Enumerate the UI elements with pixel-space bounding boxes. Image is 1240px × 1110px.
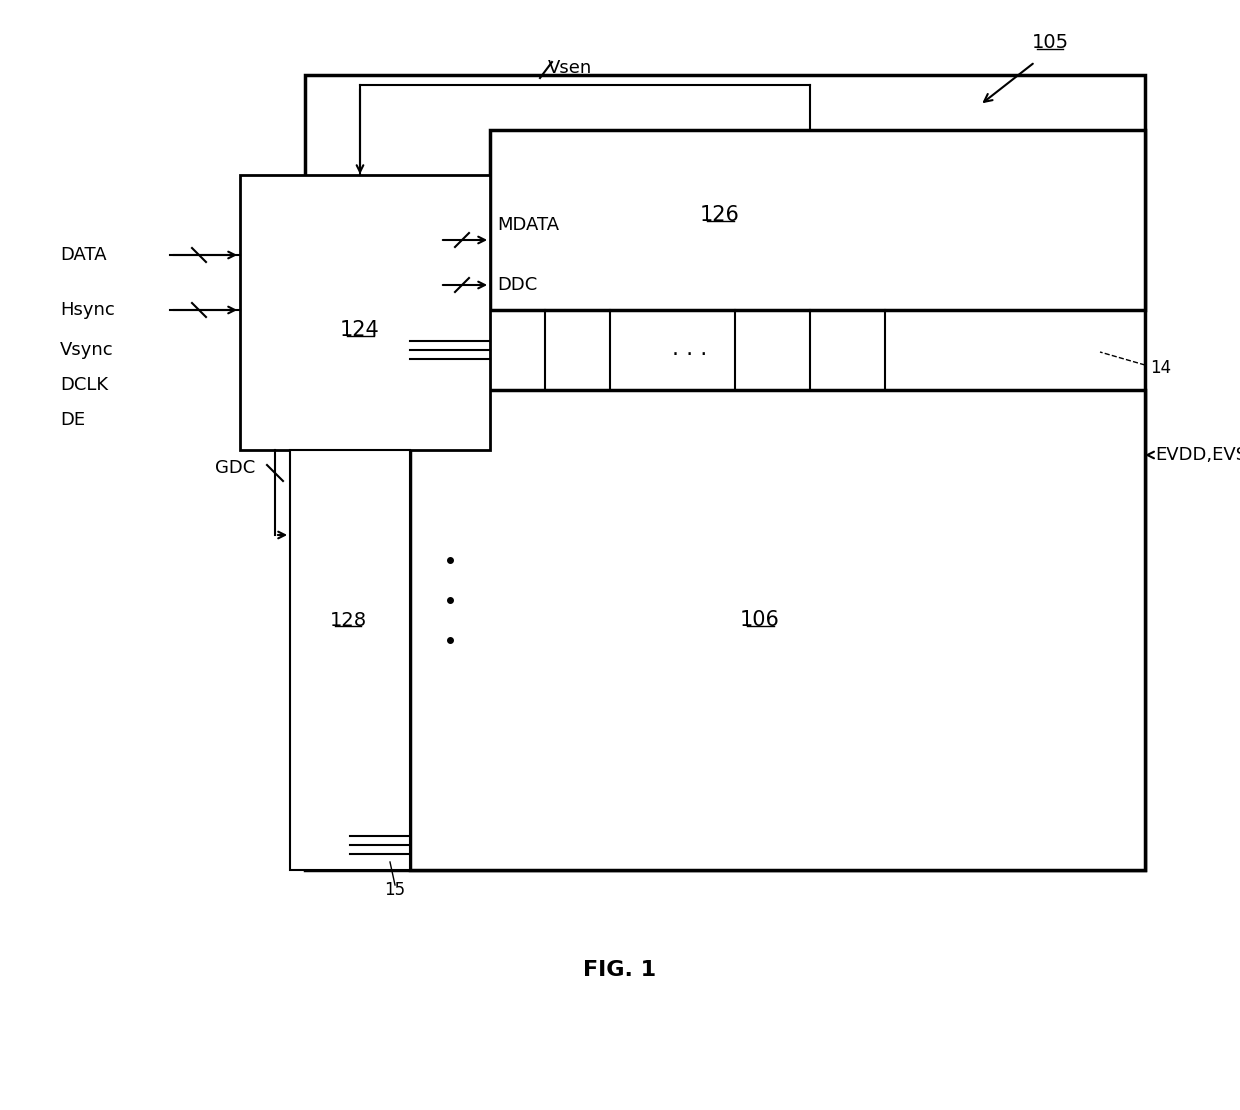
Text: 124: 124 (340, 320, 379, 340)
Text: DE: DE (60, 411, 86, 428)
Text: Vsen: Vsen (548, 59, 593, 77)
Text: DATA: DATA (60, 246, 107, 264)
Text: 105: 105 (1032, 32, 1069, 51)
Text: · · ·: · · · (672, 345, 708, 365)
Bar (241, 175, 490, 450)
Text: DDC: DDC (497, 276, 537, 294)
Text: 106: 106 (740, 610, 780, 630)
Text: 126: 126 (701, 205, 740, 225)
Text: DCLK: DCLK (60, 376, 108, 394)
Text: 14: 14 (1149, 359, 1171, 377)
Bar (410, 390, 1145, 870)
Text: 15: 15 (384, 881, 405, 899)
Bar (305, 75, 1145, 870)
Text: EVDD,EVSS: EVDD,EVSS (1154, 446, 1240, 464)
Text: Vsync: Vsync (60, 341, 114, 359)
Text: 128: 128 (330, 610, 367, 629)
Text: Hsync: Hsync (60, 301, 115, 319)
Text: GDC: GDC (215, 460, 255, 477)
Bar (290, 450, 410, 870)
Text: MDATA: MDATA (497, 216, 559, 234)
Text: FIG. 1: FIG. 1 (584, 960, 656, 980)
Bar (490, 130, 1145, 310)
